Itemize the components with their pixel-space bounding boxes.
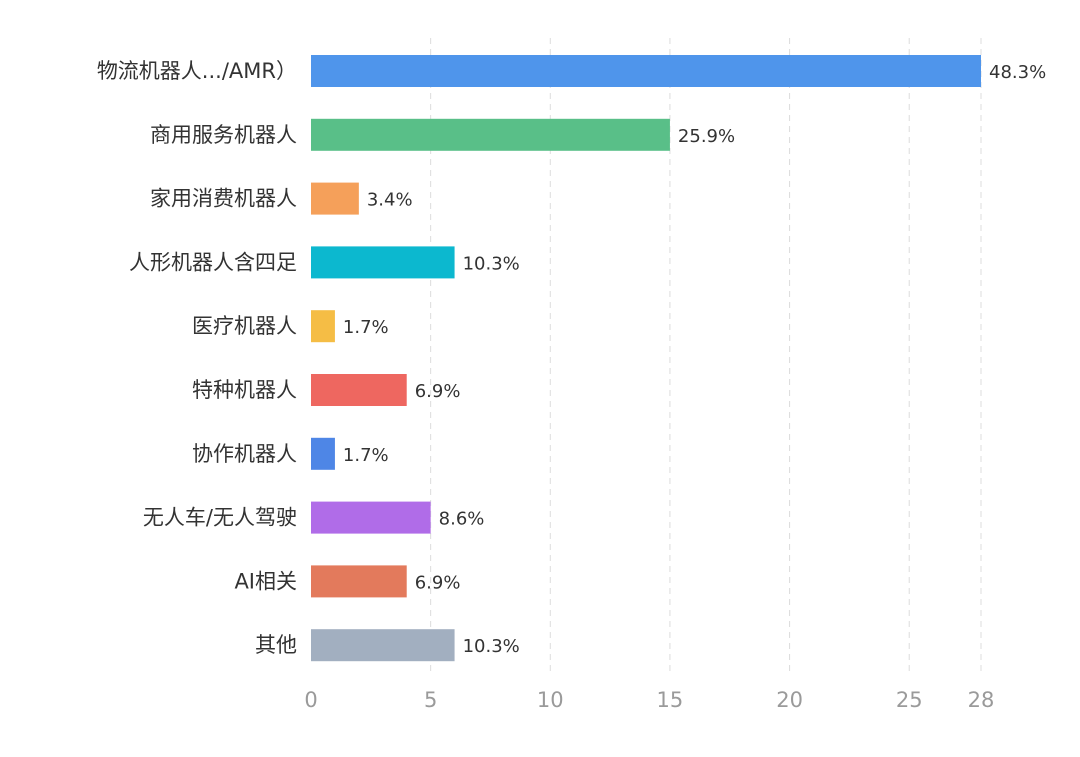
data-label: 1.7% — [343, 445, 389, 466]
category-label: 特种机器人 — [192, 378, 297, 402]
value-labels: 48.3% 25.9% 3.4% 10.3% 1.7% 6.9% 1.7% 8.6% 6.9% 1… — [343, 62, 1046, 657]
bar[interactable] — [311, 182, 359, 215]
data-label: 10.3% — [463, 253, 520, 274]
bar[interactable] — [311, 629, 455, 662]
bar[interactable] — [311, 501, 431, 534]
x-tick-label: 0 — [304, 688, 317, 712]
category-label: 协作机器人 — [192, 442, 297, 466]
category-label: 无人车/无人驾驶 — [143, 506, 297, 530]
bar[interactable] — [311, 565, 407, 598]
grid-lines — [430, 38, 982, 675]
data-label: 8.6% — [439, 509, 485, 530]
category-label: AI相关 — [234, 569, 297, 593]
category-label: 商用服务机器人 — [150, 123, 297, 147]
category-label: 物流机器人.../AMR） — [97, 59, 297, 83]
category-label: 家用消费机器人 — [150, 187, 297, 211]
data-label: 48.3% — [989, 62, 1046, 83]
x-tick-label: 10 — [537, 688, 564, 712]
x-tick-label: 15 — [657, 688, 684, 712]
bar[interactable] — [311, 246, 455, 279]
bar[interactable] — [311, 374, 407, 406]
data-label: 6.9% — [415, 572, 461, 593]
bar[interactable] — [311, 310, 335, 343]
bars — [311, 55, 981, 662]
data-label: 3.4% — [367, 190, 413, 211]
x-axis-ticks: 0 5 10 15 20 25 28 — [304, 688, 994, 712]
category-labels: 物流机器人.../AMR） 商用服务机器人家用消费机器人人形机器人含四足医疗机器人… — [97, 59, 297, 657]
data-label: 1.7% — [343, 317, 389, 338]
x-tick-label: 25 — [896, 688, 923, 712]
data-label: 25.9% — [678, 126, 735, 147]
bar[interactable] — [311, 55, 981, 87]
category-label: 人形机器人含四足 — [129, 250, 297, 274]
bar[interactable] — [311, 437, 335, 470]
x-tick-label: 28 — [968, 688, 995, 712]
x-tick-label: 20 — [776, 688, 803, 712]
category-label: 其他 — [255, 633, 297, 657]
category-label: 医疗机器人 — [192, 314, 297, 338]
x-tick-label: 5 — [424, 688, 437, 712]
data-label: 6.9% — [415, 381, 461, 402]
bar[interactable] — [311, 118, 670, 151]
data-label: 10.3% — [463, 636, 520, 657]
